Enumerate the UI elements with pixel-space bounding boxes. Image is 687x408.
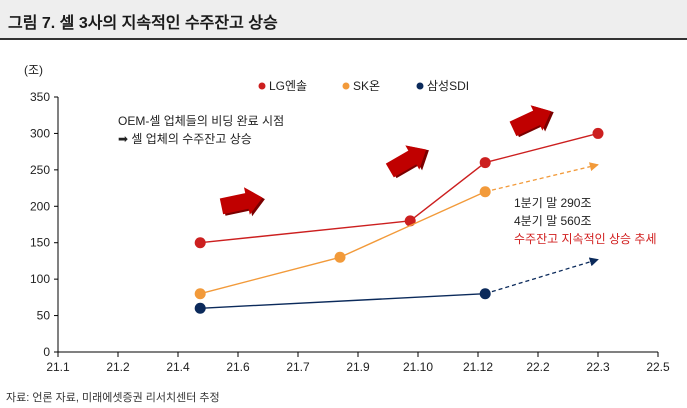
data-point [404, 215, 416, 227]
source-note: 자료: 언론 자료, 미래에셋증권 리서치센터 추정 [6, 392, 220, 404]
q1-backlog-text: 1분기 말 290조 [514, 196, 592, 210]
data-point [479, 186, 491, 198]
legend-label: SK온 [353, 79, 380, 93]
trend-arrow-icon [385, 145, 429, 179]
trend-arrow-icon [219, 187, 265, 217]
trend-arrow-body [385, 145, 427, 178]
projection-line [485, 162, 599, 193]
legend-label: 삼성SDI [427, 79, 469, 93]
x-tick-label: 21.4 [166, 360, 190, 374]
x-tick-label: 21.2 [106, 360, 130, 374]
oem-annotation: OEM-셀 업체들의 비딩 완료 시점 ➡ 셀 업체의 수주잔고 상승 [118, 112, 284, 148]
trend-arrow-body [509, 105, 552, 137]
y-tick-label: 100 [30, 272, 50, 286]
figure-title: 그림 7. 셀 3사의 지속적인 수주잔고 상승 [8, 15, 278, 32]
data-point [194, 302, 206, 314]
x-tick-label: 21.12 [463, 360, 493, 374]
data-point [592, 127, 604, 139]
trend-arrow-body [219, 187, 263, 215]
x-tick-label: 21.10 [403, 360, 433, 374]
x-tick-label: 22.5 [646, 360, 670, 374]
y-tick-label: 50 [37, 309, 51, 323]
y-axis-unit: (조) [24, 63, 44, 77]
legend-marker [258, 82, 266, 90]
data-point [479, 157, 491, 169]
y-tick-label: 350 [30, 90, 50, 104]
trend-arrow-icon [509, 105, 554, 138]
x-tick-label: 22.3 [586, 360, 610, 374]
legend-marker [416, 82, 424, 90]
data-point [479, 288, 491, 300]
title-bar: 그림 7. 셀 3사의 지속적인 수주잔고 상승 [0, 0, 687, 40]
q4-backlog-text: 4분기 말 560조 [514, 214, 592, 228]
trend-text: 수주잔고 지속적인 상승 추세 [514, 232, 657, 246]
data-point [334, 251, 346, 263]
projection-line [485, 257, 599, 295]
backlog-annotation: 1분기 말 290조 4분기 말 560조 수주잔고 지속적인 상승 추세 [514, 194, 656, 248]
x-tick-label: 21.1 [46, 360, 70, 374]
oem-annotation-line2: ➡ 셀 업체의 수주잔고 상승 [118, 132, 252, 146]
y-tick-label: 200 [30, 199, 50, 213]
y-tick-label: 250 [30, 163, 50, 177]
x-tick-label: 21.6 [226, 360, 250, 374]
data-point [194, 237, 206, 249]
x-tick-label: 21.7 [286, 360, 310, 374]
y-tick-label: 150 [30, 236, 50, 250]
y-tick-label: 300 [30, 126, 50, 140]
legend-marker [342, 82, 350, 90]
legend-label: LG엔솔 [269, 79, 307, 93]
oem-annotation-line1: OEM-셀 업체들의 비딩 완료 시점 [118, 114, 285, 128]
series-line [200, 293, 486, 309]
series-line [200, 132, 599, 244]
data-point [194, 288, 206, 300]
y-tick-label: 0 [43, 345, 50, 359]
x-tick-label: 21.9 [346, 360, 370, 374]
x-tick-label: 22.2 [526, 360, 550, 374]
